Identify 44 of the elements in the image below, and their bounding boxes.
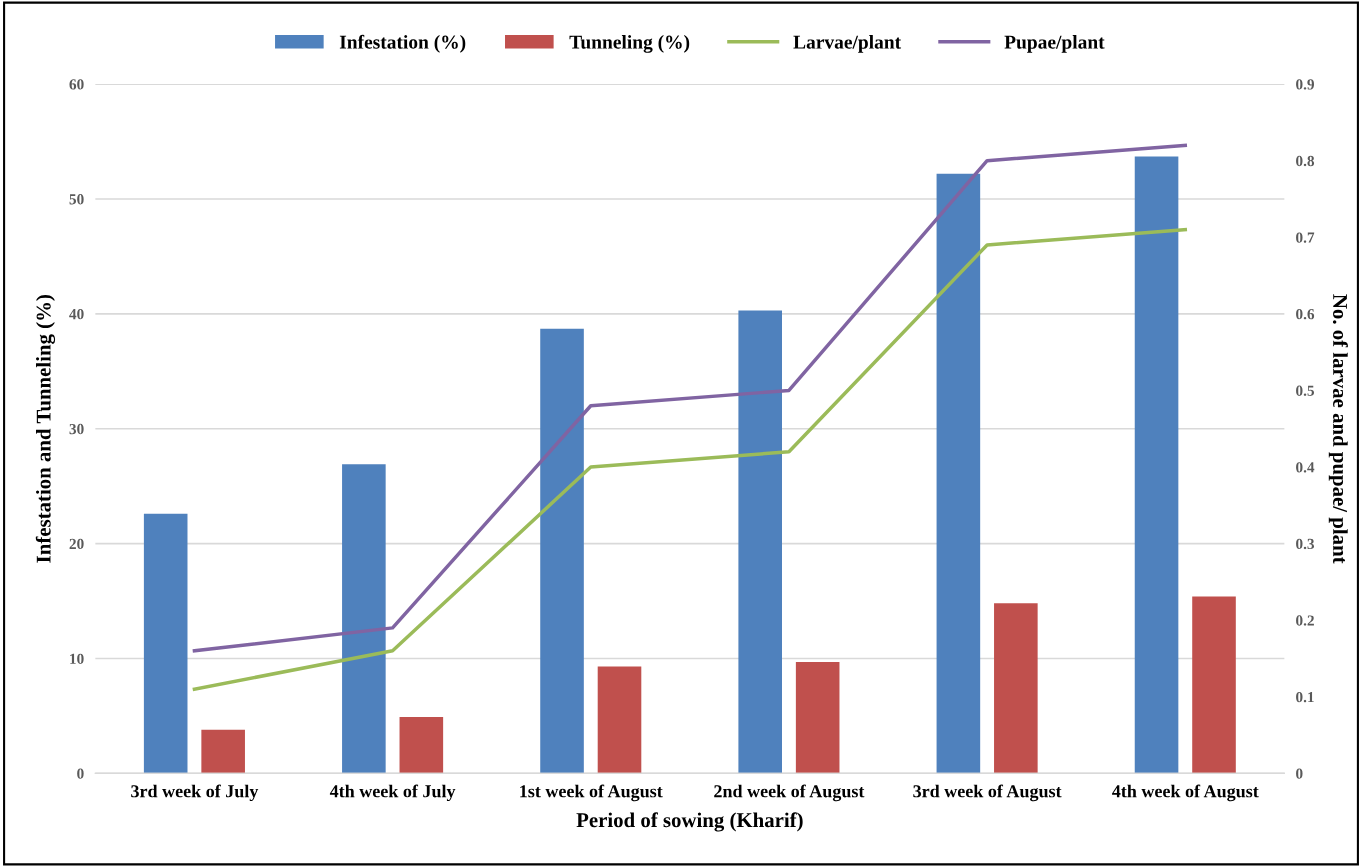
y2-tick-label: 0.5 [1296, 385, 1315, 396]
y2-tick-label: 0.8 [1296, 155, 1315, 167]
x-tick-label: 3rd week of August [913, 784, 1062, 802]
y-tick-label: 50 [69, 194, 84, 205]
y-tick-label: 40 [69, 308, 84, 320]
x-tick-label: 4th week of August [1112, 784, 1259, 802]
bar [399, 717, 444, 774]
y2-tick-label: 0.4 [1296, 462, 1315, 473]
bar [201, 729, 245, 774]
legend-label: Pupae/plant [1004, 35, 1105, 53]
y2-tick-label: 0.7 [1296, 232, 1315, 243]
y2-tick-label: 0.6 [1296, 308, 1315, 320]
y2-tick-label: 0.2 [1296, 615, 1314, 626]
bar [994, 603, 1038, 774]
y-tick-label: 30 [69, 423, 84, 435]
y2-tick-label: 0 [1296, 768, 1303, 779]
line-series [192, 143, 1188, 653]
x-axis-title: Period of sowing (Kharif) [576, 812, 803, 832]
bar [1192, 596, 1236, 774]
bar [1134, 156, 1179, 774]
bar [143, 513, 188, 774]
y-tick-label: 60 [69, 79, 84, 90]
y-tick-label: 20 [69, 538, 84, 550]
legend-label: Infestation (%) [339, 34, 466, 53]
y-tick-label: 0 [77, 768, 84, 779]
x-tick-label: 1st week of August [520, 784, 663, 802]
legend-label: Tunneling (%) [569, 35, 690, 53]
legend-label: Larvae/plant [793, 35, 902, 53]
bar [597, 666, 642, 774]
bar [795, 661, 840, 774]
bar [342, 464, 386, 774]
bar [540, 328, 584, 774]
y2-tick-label: 0.1 [1296, 691, 1314, 703]
x-tick-label: 3rd week of July [131, 784, 259, 802]
y2-tick-label: 0.3 [1296, 538, 1315, 550]
y-tick-label: 10 [70, 653, 84, 664]
bar [738, 310, 782, 774]
line-series [192, 227, 1188, 691]
x-tick-label: 4th week of July [329, 784, 456, 802]
y-axis-title: Infestation and Tunneling (%) [35, 295, 56, 563]
bar [936, 173, 981, 774]
y2-tick-label: 0.9 [1296, 79, 1315, 90]
y2-axis-title: No. of larvae and pupae/ plant [1328, 294, 1348, 564]
x-tick-label: 2nd week of August [714, 784, 865, 802]
